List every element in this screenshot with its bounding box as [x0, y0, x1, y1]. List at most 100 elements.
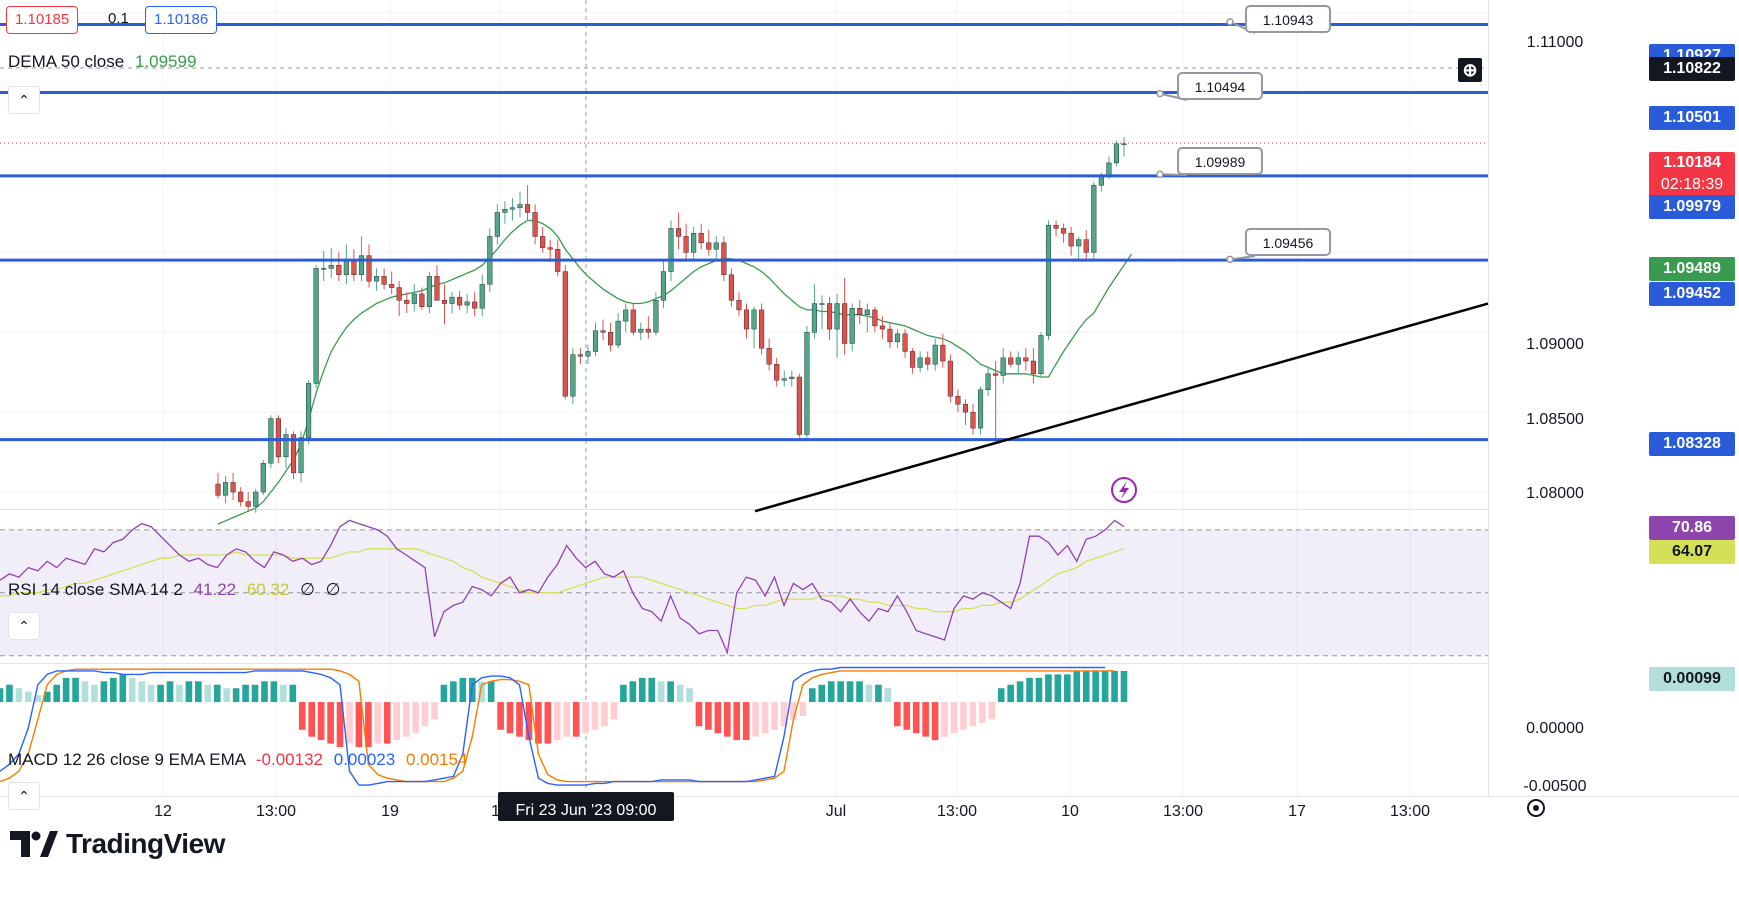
candle: [600, 319, 606, 341]
candle: [947, 354, 953, 403]
flash-icon-bolt: [1119, 481, 1129, 499]
price-callout[interactable]: 1.10494: [1177, 72, 1263, 100]
dema-legend[interactable]: DEMA 50 close 1.09599: [8, 52, 196, 72]
candle: [842, 277, 848, 355]
bid-price-box[interactable]: 1.10185: [6, 6, 79, 34]
collapse-rsi-legend-button[interactable]: ⌃: [8, 612, 40, 640]
macd-histogram-bar: [327, 702, 334, 744]
macd-histogram-bar: [1026, 677, 1033, 703]
macd-histogram-bar: [827, 681, 835, 703]
macd-histogram-bar: [535, 702, 542, 744]
candle-body: [343, 260, 349, 275]
candle-body: [668, 228, 674, 272]
macd-histogram-bar: [506, 702, 514, 734]
macd-histogram-bar: [25, 691, 32, 703]
candle: [419, 287, 425, 310]
candle-body: [774, 364, 780, 381]
macd-histogram-bar: [232, 688, 240, 703]
price-axis-tick: 1.08500: [1526, 411, 1584, 428]
candle: [993, 361, 999, 445]
candle: [253, 488, 259, 513]
price-axis-tick: 1.09000: [1526, 336, 1584, 353]
rsi-value-4: ∅: [325, 580, 341, 599]
candle: [698, 223, 704, 250]
candle-body: [1113, 143, 1119, 164]
tradingview-logo[interactable]: TradingView: [10, 828, 225, 860]
candle-body: [358, 255, 364, 275]
tradingview-logo-text: TradingView: [66, 828, 225, 859]
price-callout[interactable]: 1.09989: [1177, 147, 1263, 175]
macd-histogram-bar: [629, 681, 637, 703]
candle: [547, 239, 553, 262]
candle: [215, 472, 221, 499]
candle-body: [600, 330, 606, 333]
candle-body: [1076, 239, 1082, 247]
candle-body: [955, 395, 961, 405]
collapse-macd-legend-button[interactable]: ⌃: [8, 782, 40, 810]
candle: [781, 370, 787, 387]
price-tag-current: 1.10184 02:18:39: [1649, 152, 1735, 200]
crosshair-time-label: Fri 23 Jun '23 09:00: [516, 802, 657, 819]
candle-body: [1053, 225, 1059, 229]
time-axis-label: 13:00: [937, 803, 977, 820]
rsi-value-tag: 70.86: [1649, 516, 1735, 540]
price-callout[interactable]: 1.09456: [1245, 228, 1331, 256]
candle: [962, 399, 968, 425]
candle-body: [1106, 162, 1112, 176]
macd-histogram-bar: [912, 702, 920, 734]
ask-price-box[interactable]: 1.10186: [145, 6, 218, 34]
candle-body: [306, 383, 312, 438]
candle-body: [683, 236, 689, 253]
candle-body: [910, 351, 916, 368]
time-axis-label: Jul: [826, 803, 846, 820]
candle: [1053, 220, 1059, 237]
candle: [1121, 137, 1127, 157]
candle-body: [223, 482, 229, 496]
price-tag-line-3: 1.09452: [1649, 282, 1735, 306]
candle-body: [562, 271, 568, 397]
candle-body: [857, 308, 863, 315]
callout-anchor: [1226, 255, 1234, 264]
macd-histogram-bar: [865, 684, 873, 703]
candle: [917, 351, 923, 373]
candle: [932, 338, 938, 371]
flash-icon: [1111, 477, 1137, 503]
candle: [728, 268, 734, 307]
time-axis-label: 13:00: [1163, 803, 1203, 820]
candle: [925, 351, 931, 371]
macd-signal-line: [0, 668, 1115, 783]
macd-histogram-bar: [1054, 674, 1062, 703]
candle: [396, 281, 402, 317]
price-callout[interactable]: 1.10943: [1245, 5, 1331, 33]
rsi-line: [0, 519, 1125, 655]
candle: [630, 303, 636, 336]
rsi-legend[interactable]: RSI 14 close SMA 14 2 41.22 60.32 ∅ ∅: [8, 580, 340, 600]
collapse-main-legend-button[interactable]: ⌃: [8, 86, 40, 114]
candle-body: [759, 309, 765, 349]
candle: [766, 338, 772, 371]
candle: [1030, 348, 1036, 384]
candle-body: [676, 228, 682, 237]
add-alert-plus-icon[interactable]: ⊕: [1458, 58, 1482, 82]
macd-legend[interactable]: MACD 12 26 close 9 EMA EMA -0.00132 0.00…: [8, 750, 467, 770]
candle-body: [298, 437, 304, 474]
candle: [774, 357, 780, 387]
candle: [313, 265, 319, 389]
candle: [1083, 230, 1089, 261]
candle: [502, 201, 508, 224]
candle: [525, 185, 531, 221]
candle-body: [645, 328, 651, 333]
candle-body: [894, 333, 901, 343]
macd-histogram-bar: [799, 702, 807, 716]
time-axis-label: 17: [1288, 803, 1306, 820]
candle: [238, 487, 244, 507]
time-axis-label: 19: [381, 803, 399, 820]
rsi-sma-tag: 64.07: [1649, 540, 1735, 564]
macd-histogram-bar: [988, 702, 996, 720]
candle: [404, 292, 410, 314]
candle-body: [396, 287, 402, 301]
candle-body: [502, 209, 508, 213]
chevron-up-icon: ⌃: [18, 617, 30, 634]
callout-anchor: [1226, 18, 1234, 26]
